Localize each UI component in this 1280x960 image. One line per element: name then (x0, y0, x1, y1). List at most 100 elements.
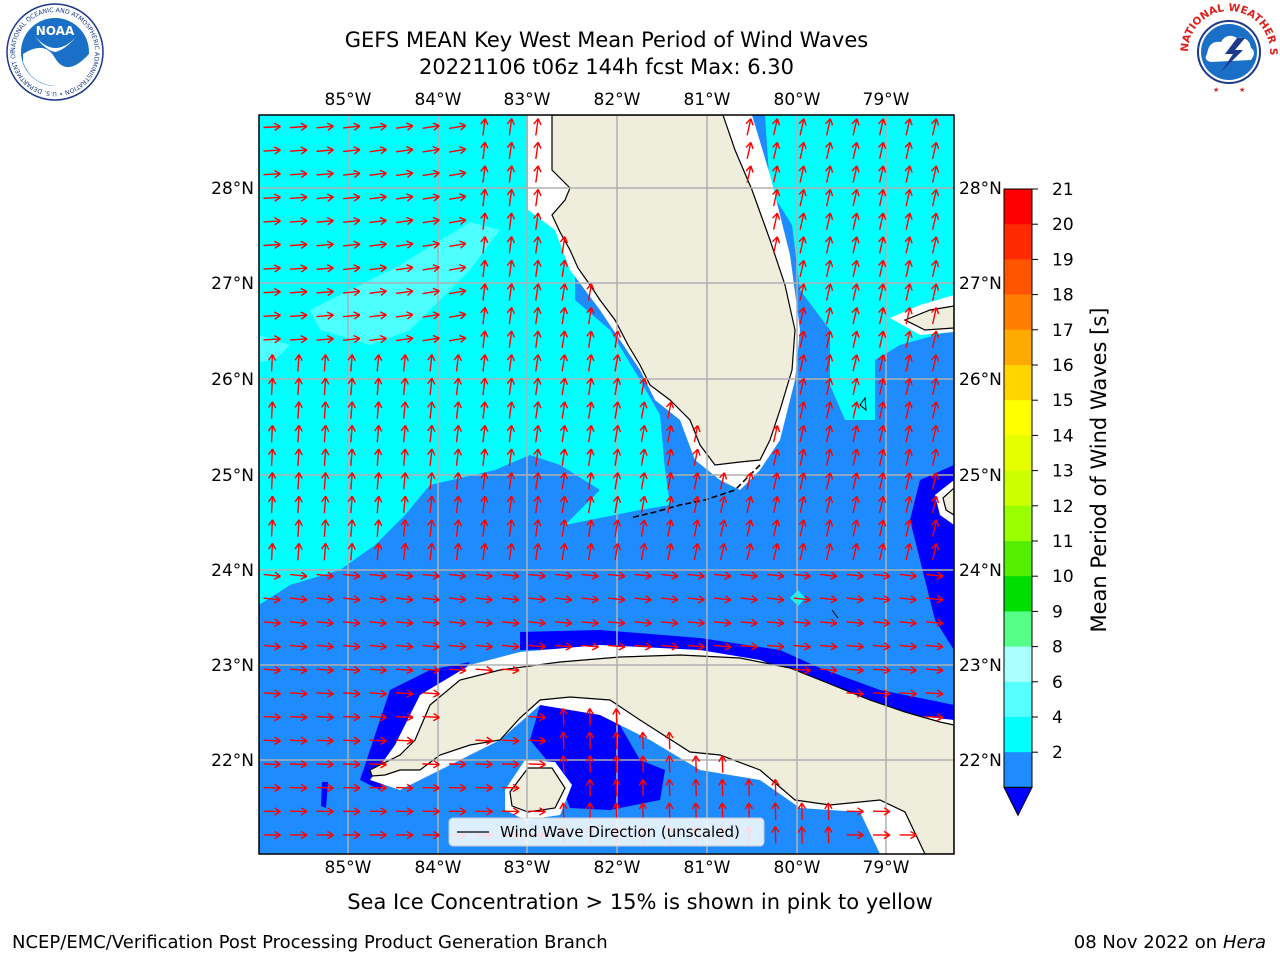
wave-direction-arrow (872, 689, 891, 698)
wave-direction-arrow (533, 118, 542, 136)
wave-direction-arrow (772, 425, 781, 443)
wave-direction-arrow (904, 283, 913, 301)
wave-direction-arrow (639, 401, 648, 419)
wave-direction-arrow (374, 519, 383, 537)
wave-direction-arrow (263, 712, 281, 722)
wave-direction-arrow (846, 571, 864, 580)
wave-direction-arrow (878, 448, 887, 466)
lat-tick-left: 24°N (211, 561, 254, 581)
wave-direction-arrow (316, 830, 334, 840)
wave-direction-arrow (612, 708, 621, 726)
wave-direction-arrow (267, 542, 277, 561)
wind-wave-arrows (263, 118, 944, 844)
wave-direction-arrow (925, 712, 944, 722)
wave-direction-arrow (501, 760, 520, 769)
wave-direction-arrow (395, 240, 414, 249)
sea-ice-note: Sea Ice Concentration > 15% is shown in … (347, 890, 933, 914)
wave-direction-arrow (692, 542, 701, 561)
wave-direction-arrow (342, 783, 361, 793)
wave-direction-arrow (422, 122, 440, 131)
wave-direction-arrow (718, 778, 727, 797)
wave-direction-arrow (559, 519, 569, 537)
run-date: 08 Nov 2022 on Hera (1074, 932, 1266, 953)
isla-juventud-land (509, 767, 566, 813)
wave-direction-arrow (665, 401, 675, 419)
bahamas-land-north (903, 305, 954, 331)
wave-direction-arrow (607, 642, 626, 651)
lon-tick-top: 82°W (594, 90, 641, 110)
wave-direction-arrow (585, 731, 595, 750)
wave-direction-arrow (638, 802, 648, 820)
wave-direction-arrow (480, 330, 489, 348)
wave-direction-arrow (771, 802, 780, 820)
wave-direction-arrow (289, 830, 308, 840)
colorbar-tick-label: 8 (1052, 638, 1063, 658)
host-name: Hera (1222, 932, 1266, 953)
wave-direction-arrow (422, 807, 440, 816)
wave-direction-arrow (347, 448, 356, 466)
wave-direction-arrow (263, 736, 281, 745)
wave-direction-arrow (586, 519, 595, 537)
colorbar-segment (1004, 611, 1032, 648)
wave-direction-arrow (480, 306, 489, 325)
wave-direction-arrow (639, 472, 648, 490)
wave-direction-arrow (342, 642, 361, 651)
wave-direction-arrow (342, 807, 361, 816)
wave-direction-arrow (395, 216, 414, 226)
wave-direction-arrow (369, 689, 387, 698)
wave-direction-arrow (289, 807, 308, 816)
wave-direction-arrow (506, 519, 516, 537)
wave-direction-arrow (825, 472, 834, 490)
wave-direction-arrow (501, 783, 520, 793)
wave-direction-arrow (369, 783, 387, 793)
wave-direction-arrow (480, 495, 489, 514)
wave-direction-arrow (931, 448, 940, 466)
wave-direction-arrow (851, 448, 860, 466)
wave-direction-arrow (506, 448, 516, 466)
lat-tick-left: 28°N (211, 179, 254, 199)
wave-direction-arrow (289, 169, 308, 179)
wave-direction-arrow (639, 448, 648, 466)
wave-direction-arrow (533, 495, 542, 514)
wave-direction-arrow (825, 543, 834, 561)
wave-direction-arrow (846, 807, 864, 816)
wave-direction-arrow (851, 307, 860, 325)
wave-direction-arrow (506, 165, 516, 183)
wave-direction-arrow (263, 264, 281, 273)
wave-direction-arrow (931, 141, 940, 160)
wave-direction-arrow (772, 448, 781, 466)
wave-direction-arrow (819, 618, 838, 628)
wave-band-4-6 (259, 115, 670, 605)
wave-direction-arrow (612, 542, 622, 561)
wave-direction-arrow (533, 354, 542, 372)
wave-direction-arrow (904, 212, 913, 230)
wave-direction-arrow (294, 377, 303, 396)
map-title: GEFS MEAN Key West Mean Period of Wind W… (344, 28, 869, 52)
wave-direction-arrow (713, 595, 732, 604)
wave-direction-arrow (263, 122, 281, 132)
wave-direction-arrow (559, 448, 569, 466)
wave-direction-arrow (501, 642, 520, 651)
wave-direction-arrow (581, 595, 599, 604)
wave-direction-arrow (851, 212, 860, 230)
wave-direction-arrow (347, 424, 356, 443)
wave-direction-arrow (422, 712, 440, 722)
wave-direction-arrow (347, 354, 356, 372)
wave-direction-arrow (395, 736, 414, 745)
wave-direction-arrow (395, 712, 414, 722)
wave-direction-arrow (846, 618, 864, 628)
wave-direction-arrow (925, 689, 944, 698)
lat-tick-left: 26°N (211, 370, 254, 390)
wave-direction-arrow (506, 472, 516, 490)
wave-direction-arrow (506, 306, 516, 325)
wave-direction-arrow (851, 283, 860, 301)
colorbar-segment (1004, 259, 1032, 296)
wave-direction-arrow (925, 642, 944, 651)
wave-direction-arrow (342, 665, 361, 675)
wave-direction-arrow (374, 472, 383, 490)
wave-direction-arrow (772, 165, 781, 183)
wave-direction-arrow (289, 146, 308, 155)
wave-direction-arrow (369, 642, 387, 651)
wave-direction-arrow (586, 542, 595, 561)
